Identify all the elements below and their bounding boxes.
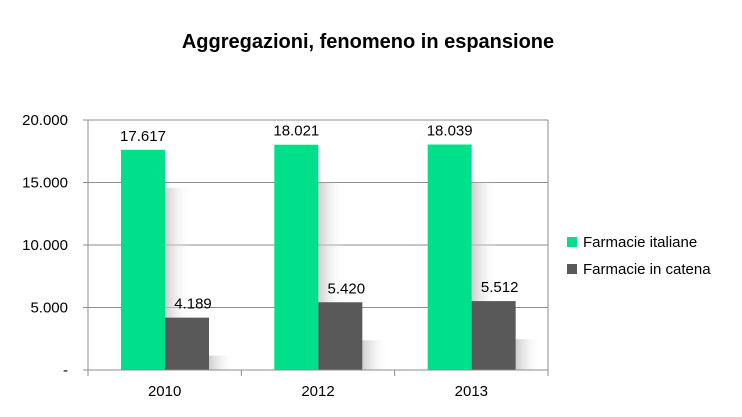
legend: Farmacie italiane Farmacie in catena bbox=[567, 234, 711, 278]
legend-label-1: Farmacie in catena bbox=[583, 261, 711, 278]
bar-2012-1 bbox=[318, 302, 363, 370]
x-tick-label-2010: 2010 bbox=[148, 383, 181, 400]
data-label-2010-1: 4.189 bbox=[174, 296, 212, 313]
x-tick-label-2012: 2012 bbox=[301, 383, 334, 400]
legend-swatch-0 bbox=[567, 237, 577, 247]
bar-2013-1 bbox=[471, 301, 516, 370]
x-tick-label-2013: 2013 bbox=[455, 383, 488, 400]
y-tick-label-0: - bbox=[63, 362, 68, 379]
data-label-2012-0: 18.021 bbox=[273, 123, 319, 140]
data-label-2013-1: 5.512 bbox=[481, 279, 519, 296]
data-label-2013-0: 18.039 bbox=[427, 123, 473, 140]
y-tick-label-1: 5.000 bbox=[30, 300, 68, 317]
bar-shadow-0-1 bbox=[209, 355, 235, 370]
legend-swatch-1 bbox=[567, 264, 577, 274]
data-labels: 17.617 4.189 18.021 5.420 18.039 5.512 bbox=[120, 123, 518, 313]
y-tick-label-2: 10.000 bbox=[22, 237, 68, 254]
bar-shadow-2-1 bbox=[515, 339, 542, 370]
y-tick-label-3: 15.000 bbox=[22, 175, 68, 192]
bar-2010-1 bbox=[165, 317, 209, 370]
bar-shadow-1-1 bbox=[362, 340, 389, 370]
bar-2010-0 bbox=[121, 149, 165, 370]
chart-title: Aggregazioni, fenomeno in espansione bbox=[182, 31, 554, 53]
bar-2012-0 bbox=[274, 144, 319, 370]
axes: - 5.000 10.000 15.000 20.000 2010 2012 2013 bbox=[22, 112, 549, 400]
legend-label-0: Farmacie italiane bbox=[583, 234, 697, 251]
bar-2013-0 bbox=[427, 144, 472, 370]
y-tick-label-4: 20.000 bbox=[22, 112, 68, 129]
data-label-2012-1: 5.420 bbox=[328, 280, 366, 297]
bars bbox=[121, 144, 516, 370]
data-label-2010-0: 17.617 bbox=[120, 128, 166, 145]
